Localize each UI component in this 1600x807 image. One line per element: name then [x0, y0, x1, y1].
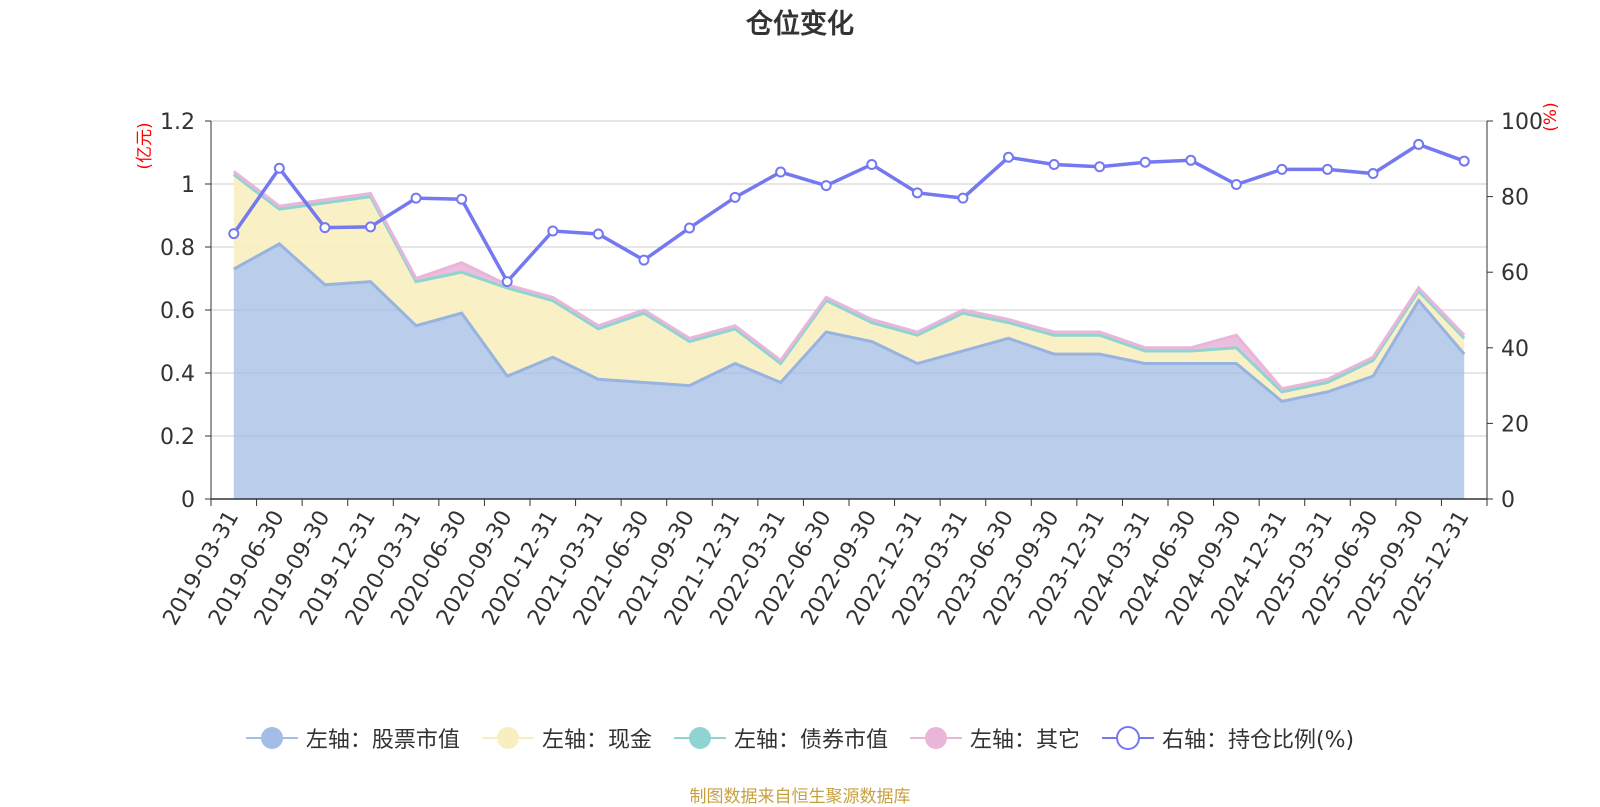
stacked-areas	[232, 170, 1466, 499]
ratio-point	[501, 276, 513, 288]
left-axis-unit: (亿元)	[135, 122, 155, 169]
ratio-point	[365, 221, 376, 233]
ratio-point	[273, 162, 285, 174]
legend-label: 右轴：持仓比例(%)	[1161, 728, 1355, 753]
legend-marker-other	[909, 727, 962, 749]
legend-item-other[interactable]: 左轴：其它	[909, 722, 1080, 754]
cash-area	[233, 174, 1465, 402]
ratio-line	[232, 142, 1465, 285]
right-axis-tick-label: 60	[1501, 261, 1529, 286]
ratio-point	[410, 192, 422, 204]
legend-label: 左轴：其它	[969, 728, 1080, 753]
chart-legend: 左轴：股票市值 左轴：现金 左轴：债券市值 左轴：其它 右轴：持仓比例(%)	[0, 722, 1600, 754]
left-axis-tick-label: 0.2	[160, 425, 195, 450]
left-axis-tick-label: 0	[181, 488, 195, 513]
ratio-point	[1367, 168, 1379, 180]
ratio-point	[638, 254, 650, 266]
legend-label: 左轴：债券市值	[733, 728, 888, 753]
ratio-point	[1139, 156, 1151, 168]
right-axis-tick-label: 100	[1501, 110, 1543, 135]
ratio-point	[1413, 138, 1425, 150]
ratio-point	[1003, 151, 1014, 163]
legend-item-bond[interactable]: 左轴：债券市值	[673, 722, 888, 754]
right-axis-unit: (%)	[1541, 102, 1561, 131]
right-axis-tick-label: 80	[1501, 186, 1529, 211]
legend-marker-stock	[245, 727, 298, 749]
legend-label: 左轴：现金	[541, 728, 652, 753]
ratio-point	[820, 180, 832, 192]
ratio-point	[684, 222, 695, 234]
legend-item-stock[interactable]: 左轴：股票市值	[245, 722, 460, 754]
right-axis-tick-label: 40	[1501, 337, 1529, 362]
legend-item-cash[interactable]: 左轴：现金	[481, 722, 652, 754]
right-axis-tick-label: 20	[1501, 412, 1529, 437]
left-axis-tick-label: 0.4	[160, 362, 195, 387]
ratio-point	[729, 191, 741, 203]
ratio-point	[319, 222, 331, 234]
ratio-point	[592, 228, 604, 240]
ratio-point	[1185, 154, 1197, 166]
ratio-point	[911, 187, 923, 199]
left-axis-tick-label: 1.2	[160, 110, 195, 135]
ratio-point	[775, 166, 787, 178]
stock-area	[233, 243, 1465, 499]
right-axis-tick-label: 0	[1501, 488, 1515, 513]
left-axis-tick-label: 1	[181, 173, 195, 198]
other-line	[232, 170, 1466, 391]
source-note: 制图数据来自恒生聚源数据库	[689, 787, 911, 807]
ratio-point	[957, 192, 969, 204]
left-axis-tick-label: 0.6	[160, 299, 195, 324]
ratio-point	[1276, 163, 1288, 175]
ratio-point	[1094, 161, 1106, 173]
legend-marker-ratio	[1101, 726, 1154, 750]
ratio-point	[1048, 158, 1060, 170]
ratio-point	[1230, 179, 1242, 191]
legend-label: 左轴：股票市值	[305, 728, 460, 753]
legend-marker-cash	[481, 727, 534, 749]
legend-marker-bond	[673, 727, 726, 749]
ratio-point	[1322, 163, 1333, 175]
ratio-point	[866, 158, 878, 170]
ratio-point	[228, 228, 240, 240]
ratio-line-layer	[228, 138, 1470, 288]
ratio-point	[547, 225, 559, 237]
bond-line	[232, 173, 1466, 394]
chart-title: 仓位变化	[746, 9, 854, 40]
stock-line	[233, 242, 1466, 403]
legend-item-ratio[interactable]: 右轴：持仓比例(%)	[1101, 722, 1355, 754]
ratio-point	[456, 193, 468, 205]
ratio-point	[1458, 155, 1470, 167]
left-axis-tick-label: 0.8	[160, 236, 195, 261]
